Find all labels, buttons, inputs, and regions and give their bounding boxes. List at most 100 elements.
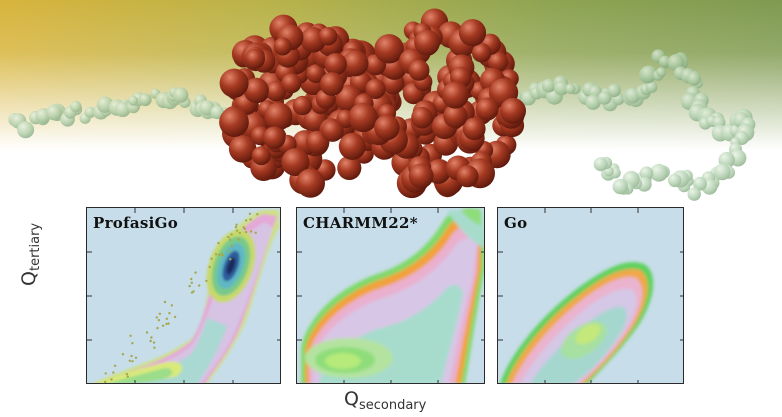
scatter-dot — [165, 322, 168, 326]
scatter-dot — [228, 250, 231, 253]
panel-go: Go — [497, 207, 684, 384]
protein-atom — [321, 119, 344, 142]
scatter-dot — [152, 341, 156, 344]
scatter-dot — [128, 359, 131, 362]
chain-atom — [639, 166, 654, 180]
protein-atom — [441, 81, 469, 109]
chain-atom — [541, 78, 556, 93]
protein-atom — [320, 72, 344, 96]
chain-atom — [565, 83, 576, 95]
scatter-dot — [217, 241, 220, 245]
protein-atom — [324, 52, 347, 76]
scatter-dot — [104, 380, 107, 383]
scatter-dot — [214, 253, 218, 256]
chain-atom — [139, 93, 151, 106]
chain-atom — [658, 55, 671, 68]
scatter-dot — [121, 353, 125, 356]
scatter-dot — [238, 231, 241, 235]
scatter-dot — [230, 233, 233, 236]
scatter-dot — [149, 339, 152, 343]
scatter-dot — [126, 375, 129, 378]
scatter-dot — [192, 290, 195, 293]
chain-atom — [172, 87, 189, 103]
scatter-dot — [170, 304, 174, 307]
scatter-dot — [190, 281, 193, 284]
scatter-dot — [228, 238, 232, 241]
chain-atom — [656, 67, 667, 78]
protein-atom — [265, 80, 287, 102]
protein-atom — [251, 146, 271, 166]
panel-title-charmm22: CHARMM22* — [303, 214, 418, 232]
scatter-dot — [131, 360, 134, 363]
scatter-dot — [156, 326, 159, 330]
scatter-dot — [227, 235, 230, 239]
scatter-dot — [190, 277, 193, 281]
protein-atom — [374, 34, 404, 64]
chain-atom — [128, 95, 139, 106]
scatter-dot — [158, 312, 162, 315]
protein-atom — [374, 114, 400, 141]
protein-atom — [342, 50, 369, 77]
scatter-dot — [242, 226, 245, 229]
scatter-dot — [229, 258, 232, 261]
scatter-dot — [163, 300, 167, 304]
protein-atom — [264, 102, 293, 131]
scatter-dot — [249, 230, 253, 233]
protein-atom — [245, 49, 265, 69]
scatter-dot — [173, 315, 177, 319]
chain-atom — [46, 104, 63, 121]
protein-atom — [306, 64, 326, 84]
chain-atom — [607, 83, 621, 98]
protein-atom — [219, 107, 249, 137]
scatter-dot — [153, 346, 156, 349]
scatter-dot — [125, 373, 129, 376]
protein-atom — [281, 73, 302, 94]
chain-atom — [645, 81, 658, 93]
chain-atom — [650, 163, 668, 182]
protein-atom — [365, 78, 386, 99]
protein-atom — [471, 43, 492, 63]
scatter-dot — [157, 319, 161, 322]
scatter-dot — [220, 252, 223, 256]
chain-atom — [17, 121, 35, 139]
protein-atom — [219, 68, 249, 98]
chain-atom — [714, 163, 731, 181]
panel-profasigo: ProfasiGo — [86, 207, 281, 384]
chain-atom — [612, 178, 628, 195]
scatter-dot — [130, 354, 133, 358]
scatter-dot — [188, 284, 191, 288]
scatter-dot — [168, 312, 171, 315]
scatter-dots — [104, 212, 259, 383]
scatter-dot — [167, 322, 170, 325]
protein-atom — [488, 51, 509, 72]
scatter-dot — [112, 371, 115, 374]
tick-marks — [498, 208, 683, 383]
scatter-dot — [194, 271, 197, 274]
chain-atom — [115, 101, 131, 118]
scatter-dot — [145, 331, 149, 334]
scatter-dot — [235, 229, 239, 232]
scatter-dot — [208, 265, 211, 269]
protein-atom — [243, 77, 269, 103]
scatter-dot — [113, 364, 117, 367]
scatter-dot — [205, 279, 208, 283]
protein-atom — [281, 148, 310, 177]
chain-atom — [554, 80, 569, 96]
panel-charmm22: CHARMM22* — [296, 207, 485, 384]
chain-atom — [687, 187, 701, 201]
chain-atom — [687, 71, 701, 86]
scatter-dot — [218, 253, 221, 257]
unfolded-chain — [8, 49, 756, 201]
scatter-dot — [155, 316, 158, 319]
chain-atom — [585, 94, 601, 110]
scatter-dot — [235, 223, 238, 226]
folded-protein — [219, 8, 526, 199]
protein-atom — [292, 95, 313, 116]
scatter-dot — [165, 317, 168, 320]
protein-atom — [348, 102, 378, 133]
protein-atom — [273, 37, 292, 56]
scatter-dot — [198, 284, 201, 287]
scatter-dot — [244, 219, 248, 222]
protein-atom — [263, 126, 286, 150]
